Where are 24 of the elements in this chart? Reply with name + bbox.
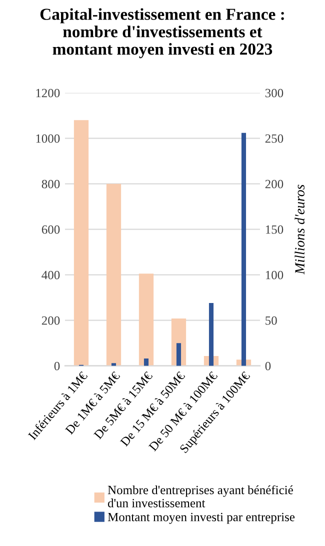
y2-tick-label: 200 [265,180,284,188]
y-tick-label: 0 [54,362,60,370]
y2-tick-label: 0 [265,362,271,370]
bar [144,358,149,366]
bar [176,343,182,366]
y2-tick-label: 300 [265,88,284,98]
legend-label: Nombre d'entreprises ayant bénéficié d'un investissement [108,485,293,508]
y2-tick-label: 50 [266,316,277,325]
legend-label: Montant moyen investi par entreprise [108,512,295,524]
y-tick-label: 1000 [36,134,60,143]
y-tick-label: 1200 [36,88,60,98]
y2-tick-label: 100 [266,270,284,280]
bar [106,184,122,366]
bar [138,274,154,366]
chart-title: Capital-investissement en France : nombre d'investissements et montant moyen investi en 2023 [40,8,284,58]
y2-axis-title: Millions d'euros [294,184,305,274]
y2-tick-label: 250 [265,134,284,143]
y-tick-label: 800 [42,180,60,188]
y-tick-label: 400 [42,270,60,280]
bar [111,363,116,366]
y2-tick-label: 150 [266,225,284,234]
bar [74,120,89,366]
y-tick-label: 600 [42,225,60,234]
y-tick-label: 200 [42,316,60,325]
